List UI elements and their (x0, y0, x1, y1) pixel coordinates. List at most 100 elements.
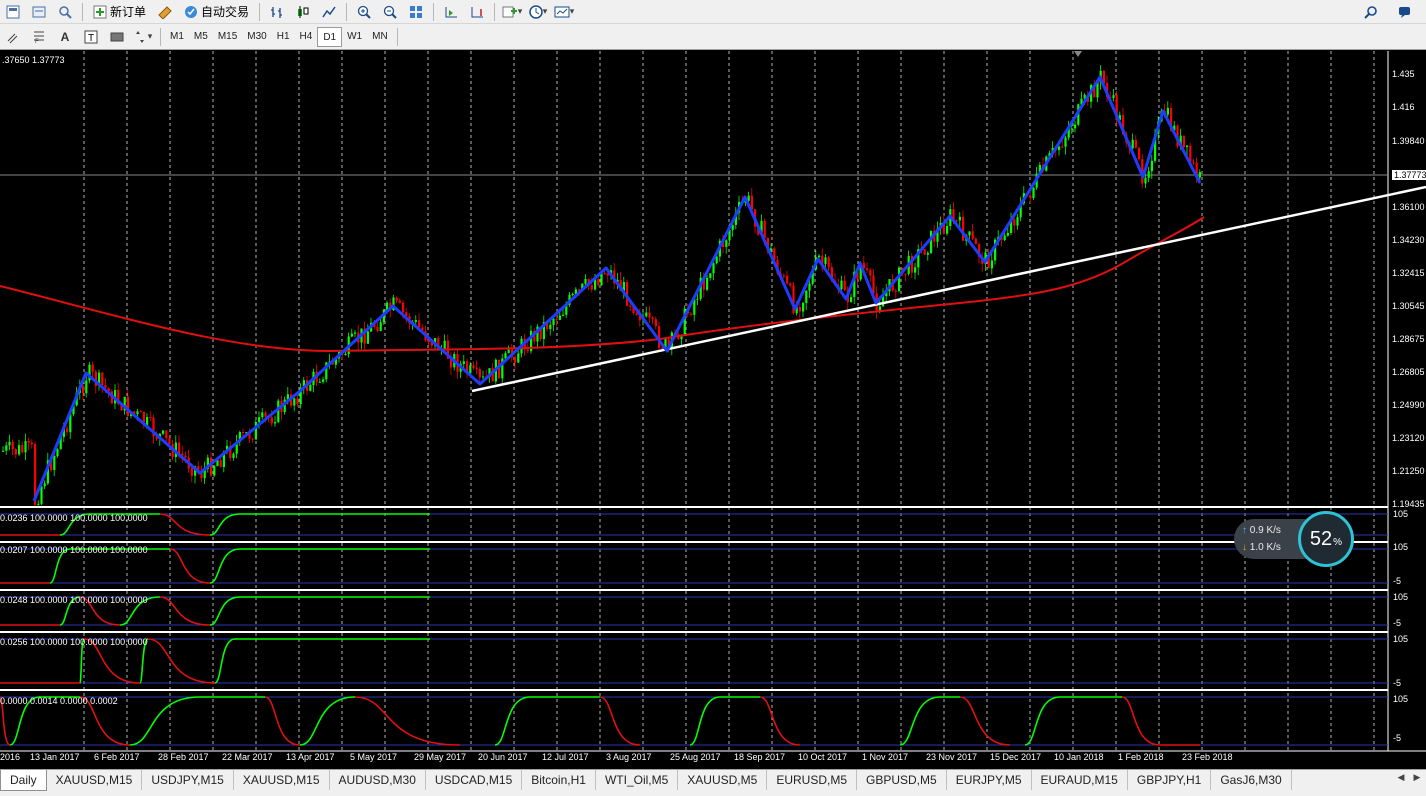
date-label: 20 Jun 2017 (478, 752, 528, 762)
candle-body (482, 376, 485, 378)
new-order-label: 新订单 (110, 5, 147, 19)
candle-body (856, 271, 859, 280)
candle-body (917, 249, 920, 268)
candle-body (2, 450, 5, 452)
community-icon[interactable] (1394, 2, 1416, 22)
tab-xauusd-m15-2[interactable]: XAUUSD,M15 (234, 770, 330, 790)
new-order-button[interactable]: 新订单 (89, 2, 150, 22)
candlestick-icon[interactable] (292, 2, 314, 22)
tab-bitcoin-h1[interactable]: Bitcoin,H1 (522, 770, 596, 790)
profiles-icon[interactable] (28, 2, 50, 22)
tab-audusd-m30[interactable]: AUDUSD,M30 (330, 770, 426, 790)
tab-daily[interactable]: Daily (0, 770, 47, 791)
candle-body (789, 283, 792, 286)
candle-body (1138, 147, 1141, 160)
candle-body (1122, 115, 1125, 135)
tab-usdjpy-m15[interactable]: USDJPY,M15 (142, 770, 234, 790)
tab-xauusd-m15[interactable]: XAUUSD,M15 (47, 770, 143, 790)
zoom-in-icon[interactable] (353, 2, 375, 22)
arrows-icon[interactable]: ▾ (132, 27, 154, 47)
candle-body (213, 466, 216, 476)
candle-body (488, 368, 491, 377)
percent-unit: % (1333, 536, 1343, 548)
date-label: 2016 (0, 752, 21, 762)
tab-euraud-m15[interactable]: EURAUD,M15 (1032, 770, 1128, 790)
candle-body (24, 441, 27, 453)
timeframe-h4[interactable]: H4 (299, 30, 313, 42)
oscillator-line (209, 513, 241, 536)
equidistant-channel-icon[interactable] (2, 27, 24, 47)
candle-body (818, 255, 821, 258)
oscillator-line (79, 596, 121, 626)
tab-usdcad-m15[interactable]: USDCAD,M15 (426, 770, 523, 790)
templates-icon[interactable]: ▾ (553, 2, 575, 22)
chart-shift-icon[interactable] (440, 2, 462, 22)
candle-body (437, 338, 440, 351)
candle-body (1112, 95, 1115, 98)
new-chart-icon[interactable] (2, 2, 24, 22)
price-label: 1.19435 (1392, 499, 1425, 509)
usage-percent: 52 (1309, 527, 1333, 550)
price-label: 1.416 (1392, 102, 1415, 112)
text-icon[interactable]: A (60, 29, 70, 44)
candle-body (56, 449, 59, 457)
tab-xauusd-m5[interactable]: XAUUSD,M5 (678, 770, 768, 790)
subwindow-separator (0, 631, 1388, 633)
oscillator-line (119, 596, 161, 626)
candle-body (133, 411, 136, 415)
candle-body (629, 305, 632, 307)
tab-eurusd-m5[interactable]: EURUSD,M5 (767, 770, 857, 790)
oscillator-line (147, 638, 216, 684)
chart-info-text: .37650 1.37773 (2, 55, 65, 65)
candle-body (987, 252, 990, 269)
timeframe-m15[interactable]: M15 (217, 30, 238, 42)
candle-body (418, 320, 421, 328)
candle-body (30, 442, 33, 445)
tab-wti-oil-m5[interactable]: WTI_Oil,M5 (596, 770, 679, 790)
chevron-down-icon: ▾ (147, 31, 153, 41)
candle-body (942, 222, 945, 234)
candle-body (1170, 107, 1173, 131)
tab-gasj6-m30[interactable]: GasJ6,M30 (1211, 770, 1292, 790)
timeframe-m1[interactable]: M1 (170, 30, 184, 42)
line-chart-icon[interactable] (318, 2, 340, 22)
tab-scroll-left-icon[interactable]: ◀ (1397, 772, 1405, 782)
tile-windows-icon[interactable] (405, 2, 427, 22)
candle-body (1010, 219, 1013, 233)
zoom-out-icon[interactable] (379, 2, 401, 22)
candle-body (104, 385, 107, 389)
rectangle-icon[interactable] (106, 27, 128, 47)
timeframe-mn[interactable]: MN (372, 30, 388, 42)
search-icon[interactable] (1360, 2, 1382, 22)
indicators-icon[interactable]: ▾ (501, 2, 523, 22)
timeframe-w1[interactable]: W1 (347, 30, 363, 42)
price-chart[interactable]: .37650 1.37773 1.435 1.416 1.39840 1.377… (0, 51, 1426, 769)
text-label-icon[interactable]: T (80, 27, 102, 47)
tab-eurjpy-m5[interactable]: EURJPY,M5 (947, 770, 1032, 790)
oscillator-line (49, 548, 71, 584)
candle-body (498, 359, 501, 379)
candle-body (542, 322, 545, 340)
tab-gbpjpy-h1[interactable]: GBPJPY,H1 (1128, 770, 1212, 790)
tab-scroll-right-icon[interactable]: ▶ (1413, 772, 1421, 782)
metaeditor-icon[interactable] (154, 2, 176, 22)
timeframe-d1[interactable]: D1 (317, 26, 343, 47)
oscillator-line (759, 696, 801, 746)
candle-body (270, 417, 273, 424)
network-speed-widget[interactable]: ↑ 0.9 K/s ↓ 1.0 K/s 52% (1234, 511, 1354, 567)
tab-gbpusd-m5[interactable]: GBPUSD,M5 (857, 770, 947, 790)
candle-body (974, 238, 977, 245)
timeframe-h1[interactable]: H1 (276, 30, 290, 42)
autoscroll-icon[interactable] (466, 2, 488, 22)
periods-icon[interactable]: ▾ (527, 2, 549, 22)
timeframe-m5[interactable]: M5 (193, 30, 208, 42)
candle-body (1134, 139, 1137, 148)
candle-body (654, 319, 657, 327)
bar-chart-icon[interactable] (266, 2, 288, 22)
candle-body (245, 432, 248, 434)
timeframe-m30[interactable]: M30 (247, 30, 267, 42)
fibonacci-icon[interactable]: F (28, 27, 50, 47)
data-window-icon[interactable] (54, 2, 76, 22)
auto-trading-button[interactable]: 自动交易 (180, 2, 253, 22)
price-label: 1.23120 (1392, 433, 1425, 443)
